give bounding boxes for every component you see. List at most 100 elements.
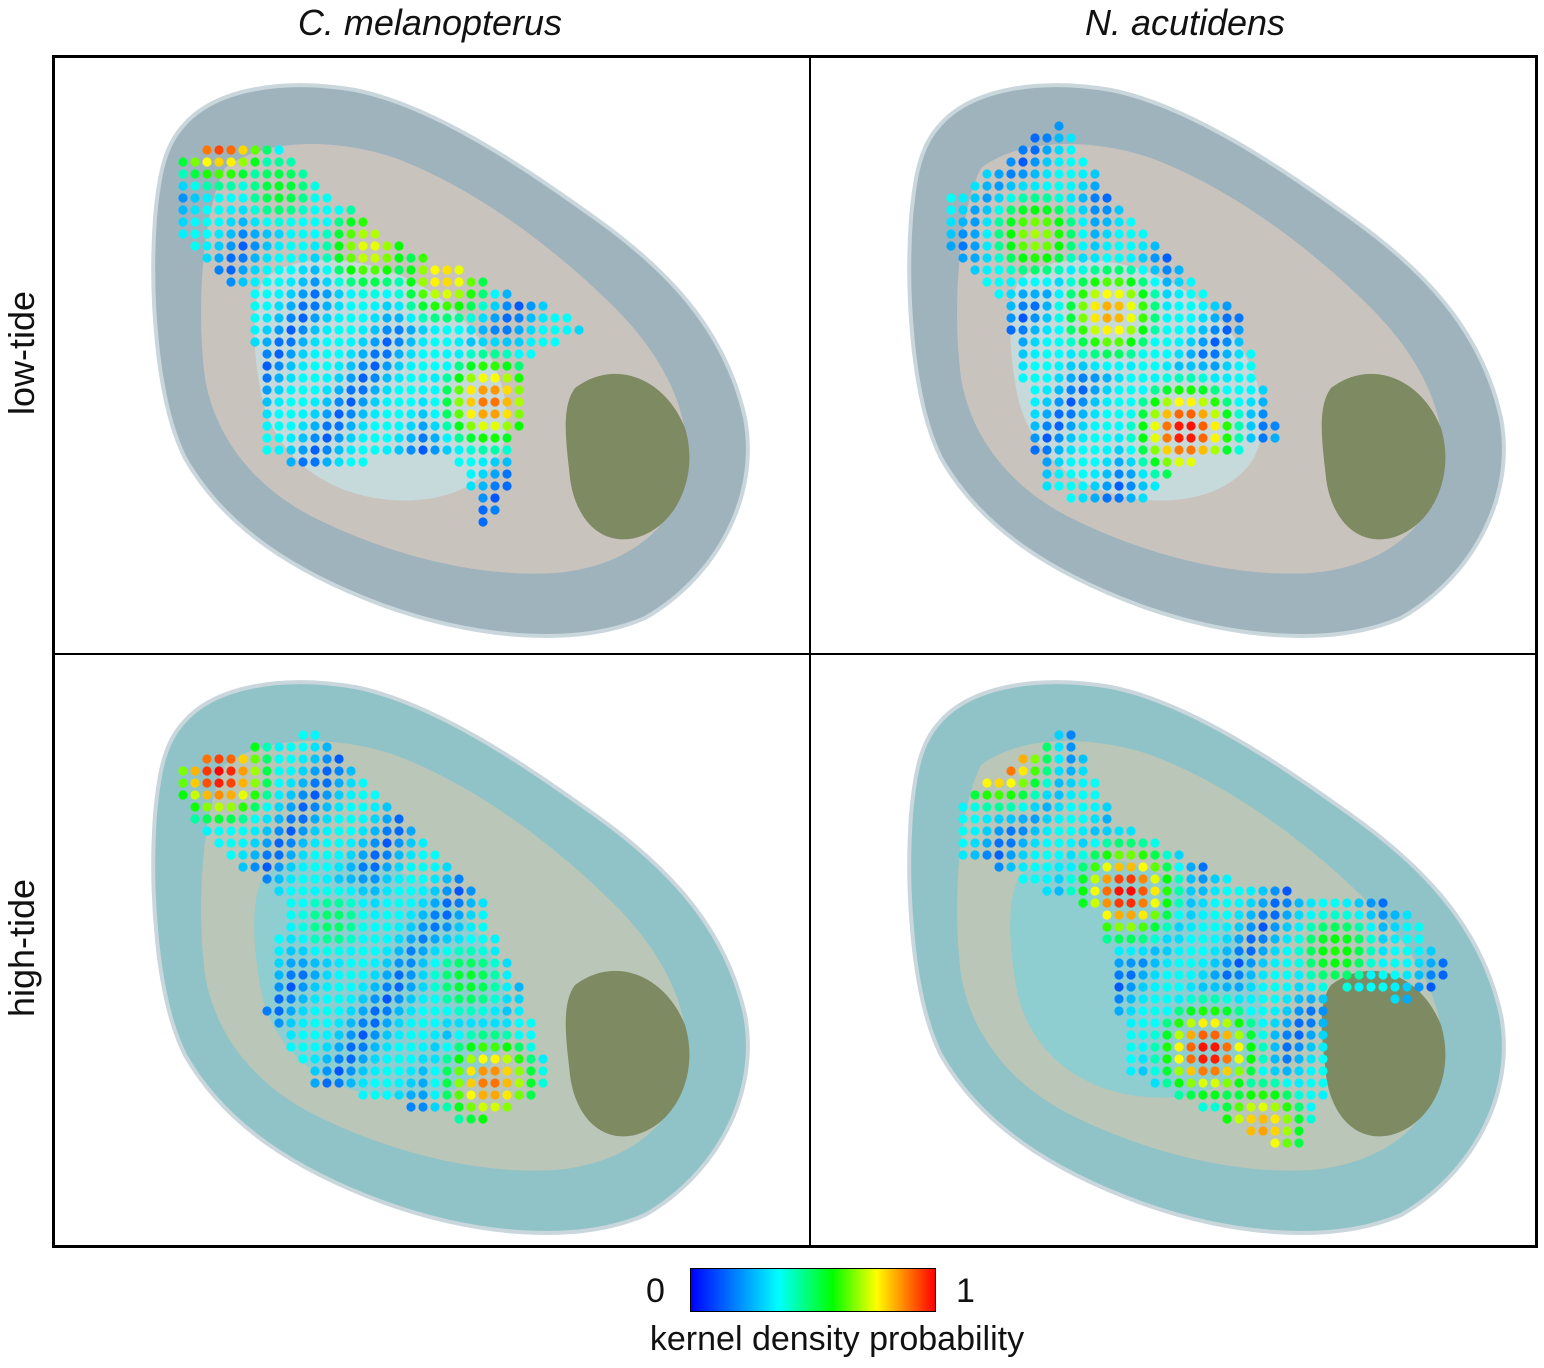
density-dot: [454, 277, 464, 287]
density-dot: [502, 373, 512, 383]
density-dot: [478, 481, 488, 491]
density-dot: [490, 373, 500, 383]
density-dot: [1018, 874, 1028, 884]
density-dot: [1114, 922, 1124, 932]
density-dot: [334, 325, 344, 335]
density-dot: [466, 325, 476, 335]
density-dot: [1066, 778, 1076, 788]
density-dot: [1234, 1114, 1244, 1124]
density-dot: [262, 253, 272, 263]
density-dot: [394, 814, 404, 824]
density-dot: [334, 229, 344, 239]
density-dot: [298, 457, 308, 467]
density-dot: [346, 1018, 356, 1028]
density-dot: [1162, 313, 1172, 323]
density-dot: [370, 958, 380, 968]
density-dot: [1126, 1030, 1136, 1040]
density-dot: [1270, 886, 1280, 896]
density-dot: [1102, 337, 1112, 347]
density-dot: [1318, 922, 1328, 932]
density-dot: [406, 862, 416, 872]
density-dot: [286, 361, 296, 371]
density-dot: [298, 730, 308, 740]
density-dot: [1174, 445, 1184, 455]
density-dot: [358, 325, 368, 335]
density-dot: [1066, 826, 1076, 836]
density-dot: [238, 277, 248, 287]
density-dot: [1210, 433, 1220, 443]
density-dot: [394, 409, 404, 419]
density-dot: [1198, 946, 1208, 956]
density-dot: [1210, 301, 1220, 311]
density-dot: [298, 754, 308, 764]
density-dot: [1210, 910, 1220, 920]
density-dot: [502, 325, 512, 335]
density-dot: [1114, 970, 1124, 980]
density-dot: [1138, 229, 1148, 239]
density-dot: [1126, 457, 1136, 467]
density-dot: [1222, 1018, 1232, 1028]
density-dot: [1030, 253, 1040, 263]
density-dot: [1234, 1090, 1244, 1100]
density-dot: [1210, 373, 1220, 383]
density-dot: [1066, 469, 1076, 479]
density-dot: [1438, 970, 1448, 980]
density-dot: [310, 397, 320, 407]
density-dot: [406, 265, 416, 275]
density-dot: [1150, 850, 1160, 860]
density-dot: [466, 1066, 476, 1076]
density-dot: [214, 838, 224, 848]
density-dot: [382, 1018, 392, 1028]
density-dot: [1378, 910, 1388, 920]
density-dot: [310, 946, 320, 956]
density-dot: [418, 385, 428, 395]
density-dot: [1282, 922, 1292, 932]
density-dot: [1174, 1030, 1184, 1040]
density-dot: [1042, 181, 1052, 191]
density-dot: [214, 193, 224, 203]
density-dot: [1138, 337, 1148, 347]
density-dot: [382, 301, 392, 311]
density-dot: [1402, 958, 1412, 968]
density-dot: [334, 970, 344, 980]
density-dot: [1306, 910, 1316, 920]
density-dot: [1126, 301, 1136, 311]
density-dot: [430, 265, 440, 275]
density-dot: [478, 337, 488, 347]
density-dot: [478, 409, 488, 419]
density-dot: [1174, 301, 1184, 311]
density-dot: [310, 289, 320, 299]
density-dot: [334, 922, 344, 932]
density-dot: [370, 934, 380, 944]
density-dot: [1294, 1030, 1304, 1040]
density-dot: [1198, 1102, 1208, 1112]
density-dot: [1318, 910, 1328, 920]
density-dot: [490, 385, 500, 395]
density-dot: [562, 325, 572, 335]
density-dot: [358, 958, 368, 968]
density-dot: [1246, 373, 1256, 383]
density-dot: [478, 373, 488, 383]
density-dot: [466, 469, 476, 479]
density-dot: [1162, 277, 1172, 287]
density-dot: [1210, 970, 1220, 980]
density-dot: [1174, 874, 1184, 884]
density-dot: [346, 862, 356, 872]
density-dot: [478, 517, 488, 527]
density-dot: [1030, 421, 1040, 431]
density-dot: [1030, 157, 1040, 167]
density-dot: [1066, 337, 1076, 347]
density-dot: [286, 181, 296, 191]
density-dot: [1162, 457, 1172, 467]
density-dot: [1282, 982, 1292, 992]
density-dot: [394, 241, 404, 251]
density-dot: [1150, 1054, 1160, 1064]
density-dot: [442, 277, 452, 287]
density-dot: [994, 814, 1004, 824]
density-dot: [322, 337, 332, 347]
density-dot: [1126, 253, 1136, 263]
density-dot: [430, 958, 440, 968]
density-dot: [1114, 373, 1124, 383]
density-dot: [322, 349, 332, 359]
density-dot: [382, 1054, 392, 1064]
